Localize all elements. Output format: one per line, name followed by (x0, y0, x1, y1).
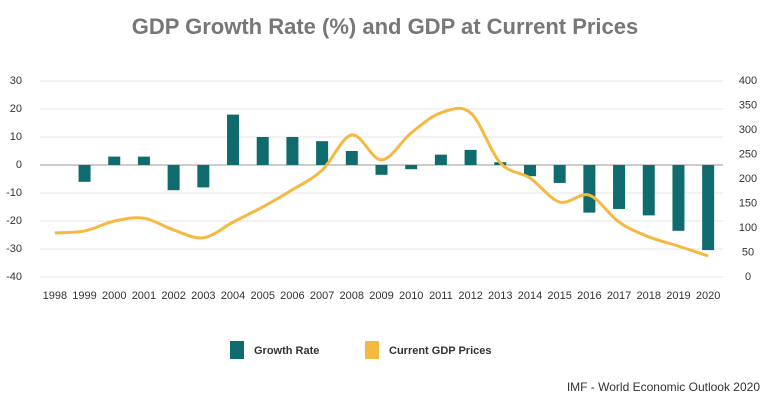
bar (167, 165, 180, 191)
line (54, 106, 709, 258)
x-tick-label: 2000 (102, 290, 126, 302)
x-tick-label: 2012 (458, 290, 482, 302)
y2-tick-label: 0 (745, 271, 751, 283)
legend-swatch (230, 341, 244, 359)
bar (286, 137, 299, 165)
x-tick-label: 2003 (191, 290, 215, 302)
x-tick-label: 2011 (429, 290, 453, 302)
x-tick-label: 2010 (399, 290, 423, 302)
bar (464, 149, 477, 165)
bar (613, 165, 626, 209)
x-tick-label: 2001 (132, 290, 156, 302)
x-tick-label: 2016 (577, 290, 601, 302)
x-tick-label: 2009 (369, 290, 393, 302)
bar (108, 156, 121, 165)
bar (197, 165, 210, 188)
y-tick-label: 10 (10, 131, 22, 143)
x-tick-label: 2014 (518, 290, 542, 302)
bar (434, 154, 447, 165)
y2-tick-label: 200 (739, 173, 757, 185)
chart-title: GDP Growth Rate (%) and GDP at Current P… (132, 14, 639, 39)
bar (137, 156, 150, 165)
y2-tick-label: 350 (739, 99, 757, 111)
bar (523, 165, 536, 177)
y-tick-label: -30 (6, 243, 22, 255)
x-tick-label: 1998 (43, 290, 67, 302)
x-tick-label: 1999 (72, 290, 96, 302)
bar (405, 165, 418, 170)
x-tick-label: 2020 (696, 290, 720, 302)
x-tick-label: 2015 (547, 290, 571, 302)
x-tick-label: 2013 (488, 290, 512, 302)
x-tick-label: 2007 (310, 290, 334, 302)
y-tick-label: 30 (10, 75, 22, 87)
legend-swatch (365, 341, 379, 359)
x-tick-label: 2018 (637, 290, 661, 302)
x-tick-label: 2004 (221, 290, 245, 302)
bar (316, 141, 329, 165)
x-tick-label: 2019 (666, 290, 690, 302)
bar (375, 165, 388, 175)
bar (227, 114, 240, 165)
y-tick-label: 20 (10, 103, 22, 115)
y-tick-label: -10 (6, 187, 22, 199)
y2-tick-label: 400 (739, 75, 757, 87)
x-tick-label: 2005 (250, 290, 274, 302)
legend-label: Growth Rate (254, 345, 319, 357)
y-tick-label: -20 (6, 215, 22, 227)
y2-tick-label: 300 (739, 124, 757, 136)
bar (345, 151, 358, 165)
y-tick-label: 0 (16, 159, 22, 171)
bar (672, 165, 685, 231)
bar (78, 165, 91, 182)
y2-tick-label: 250 (739, 148, 757, 160)
bar (702, 165, 715, 251)
source: IMF - World Economic Outlook 2020 (567, 380, 761, 394)
y2-tick-label: 150 (739, 197, 757, 209)
legend-label: Current GDP Prices (389, 345, 492, 357)
bar (583, 165, 596, 213)
bar (553, 165, 566, 183)
y2-tick-label: 50 (742, 246, 754, 258)
x-tick-label: 2008 (340, 290, 364, 302)
bar (642, 165, 655, 216)
bar (256, 137, 269, 165)
x-tick-label: 2006 (280, 290, 304, 302)
y-tick-label: -40 (6, 271, 22, 283)
x-tick-label: 2017 (607, 290, 631, 302)
x-tick-label: 2002 (161, 290, 185, 302)
y2-tick-label: 100 (739, 222, 757, 234)
